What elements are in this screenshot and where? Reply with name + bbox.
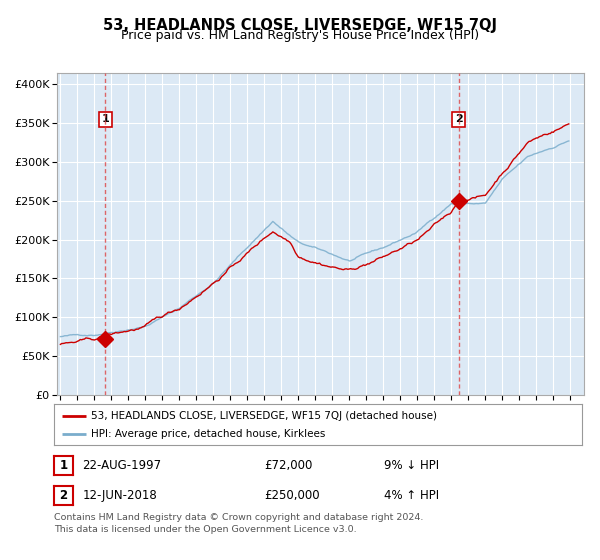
Text: 2: 2 bbox=[59, 489, 68, 502]
Text: HPI: Average price, detached house, Kirklees: HPI: Average price, detached house, Kirk… bbox=[91, 429, 325, 438]
Text: £72,000: £72,000 bbox=[264, 459, 313, 472]
Text: 1: 1 bbox=[59, 459, 68, 472]
Text: 22-AUG-1997: 22-AUG-1997 bbox=[82, 459, 161, 472]
Text: 1: 1 bbox=[101, 114, 109, 124]
Text: 9% ↓ HPI: 9% ↓ HPI bbox=[384, 459, 439, 472]
Text: £250,000: £250,000 bbox=[264, 489, 320, 502]
Text: 4% ↑ HPI: 4% ↑ HPI bbox=[384, 489, 439, 502]
Text: 53, HEADLANDS CLOSE, LIVERSEDGE, WF15 7QJ (detached house): 53, HEADLANDS CLOSE, LIVERSEDGE, WF15 7Q… bbox=[91, 411, 437, 421]
Text: Contains HM Land Registry data © Crown copyright and database right 2024.
This d: Contains HM Land Registry data © Crown c… bbox=[54, 513, 424, 534]
Text: Price paid vs. HM Land Registry's House Price Index (HPI): Price paid vs. HM Land Registry's House … bbox=[121, 29, 479, 42]
Text: 2: 2 bbox=[455, 114, 463, 124]
Text: 12-JUN-2018: 12-JUN-2018 bbox=[82, 489, 157, 502]
Text: 53, HEADLANDS CLOSE, LIVERSEDGE, WF15 7QJ: 53, HEADLANDS CLOSE, LIVERSEDGE, WF15 7Q… bbox=[103, 18, 497, 33]
